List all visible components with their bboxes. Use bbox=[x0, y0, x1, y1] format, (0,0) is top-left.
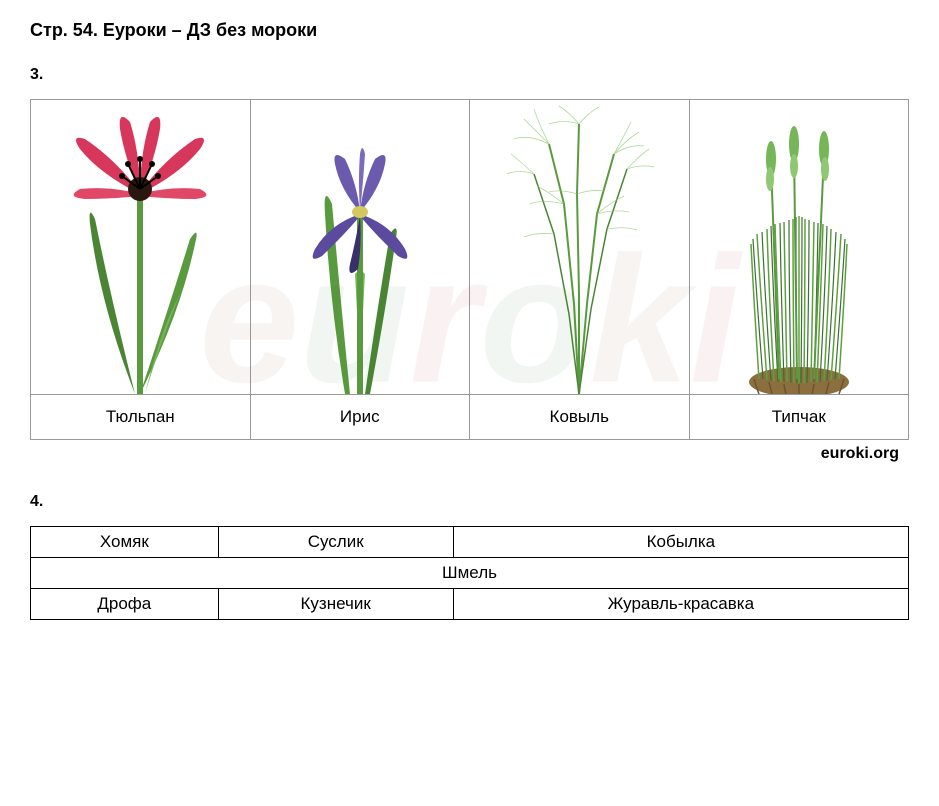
task4-number: 4. bbox=[30, 493, 909, 511]
plant-cell-feathergrass: Ковыль bbox=[470, 100, 690, 440]
animal-cell: Журавль-красавка bbox=[453, 589, 908, 620]
animal-cell: Шмель bbox=[31, 558, 909, 589]
page-title: Стр. 54. Еуроки – ДЗ без мороки bbox=[30, 20, 909, 41]
animal-cell: Кобылка bbox=[453, 527, 908, 558]
plant-cell-iris: Ирис bbox=[250, 100, 470, 440]
tulip-illustration bbox=[31, 100, 250, 394]
site-credit: euroki.org bbox=[30, 445, 909, 463]
table-row: Шмель bbox=[31, 558, 909, 589]
table-row: Хомяк Суслик Кобылка bbox=[31, 527, 909, 558]
animal-cell: Дрофа bbox=[31, 589, 219, 620]
fescue-illustration bbox=[690, 100, 909, 394]
animal-cell: Суслик bbox=[218, 527, 453, 558]
table-row: Дрофа Кузнечик Журавль-красавка bbox=[31, 589, 909, 620]
animal-cell: Хомяк bbox=[31, 527, 219, 558]
plant-label: Тюльпан bbox=[31, 394, 250, 439]
animal-cell: Кузнечик bbox=[218, 589, 453, 620]
plants-table: Тюльпан bbox=[30, 99, 909, 440]
task3-number: 3. bbox=[30, 66, 909, 84]
plant-label: Ковыль bbox=[470, 394, 689, 439]
feathergrass-illustration bbox=[470, 100, 689, 394]
iris-illustration bbox=[251, 100, 470, 394]
animals-table: Хомяк Суслик Кобылка Шмель Дрофа Кузнечи… bbox=[30, 526, 909, 620]
plant-cell-tulip: Тюльпан bbox=[31, 100, 251, 440]
plant-label: Ирис bbox=[251, 394, 470, 439]
plant-label: Типчак bbox=[690, 394, 909, 439]
plant-cell-fescue: Типчак bbox=[689, 100, 909, 440]
